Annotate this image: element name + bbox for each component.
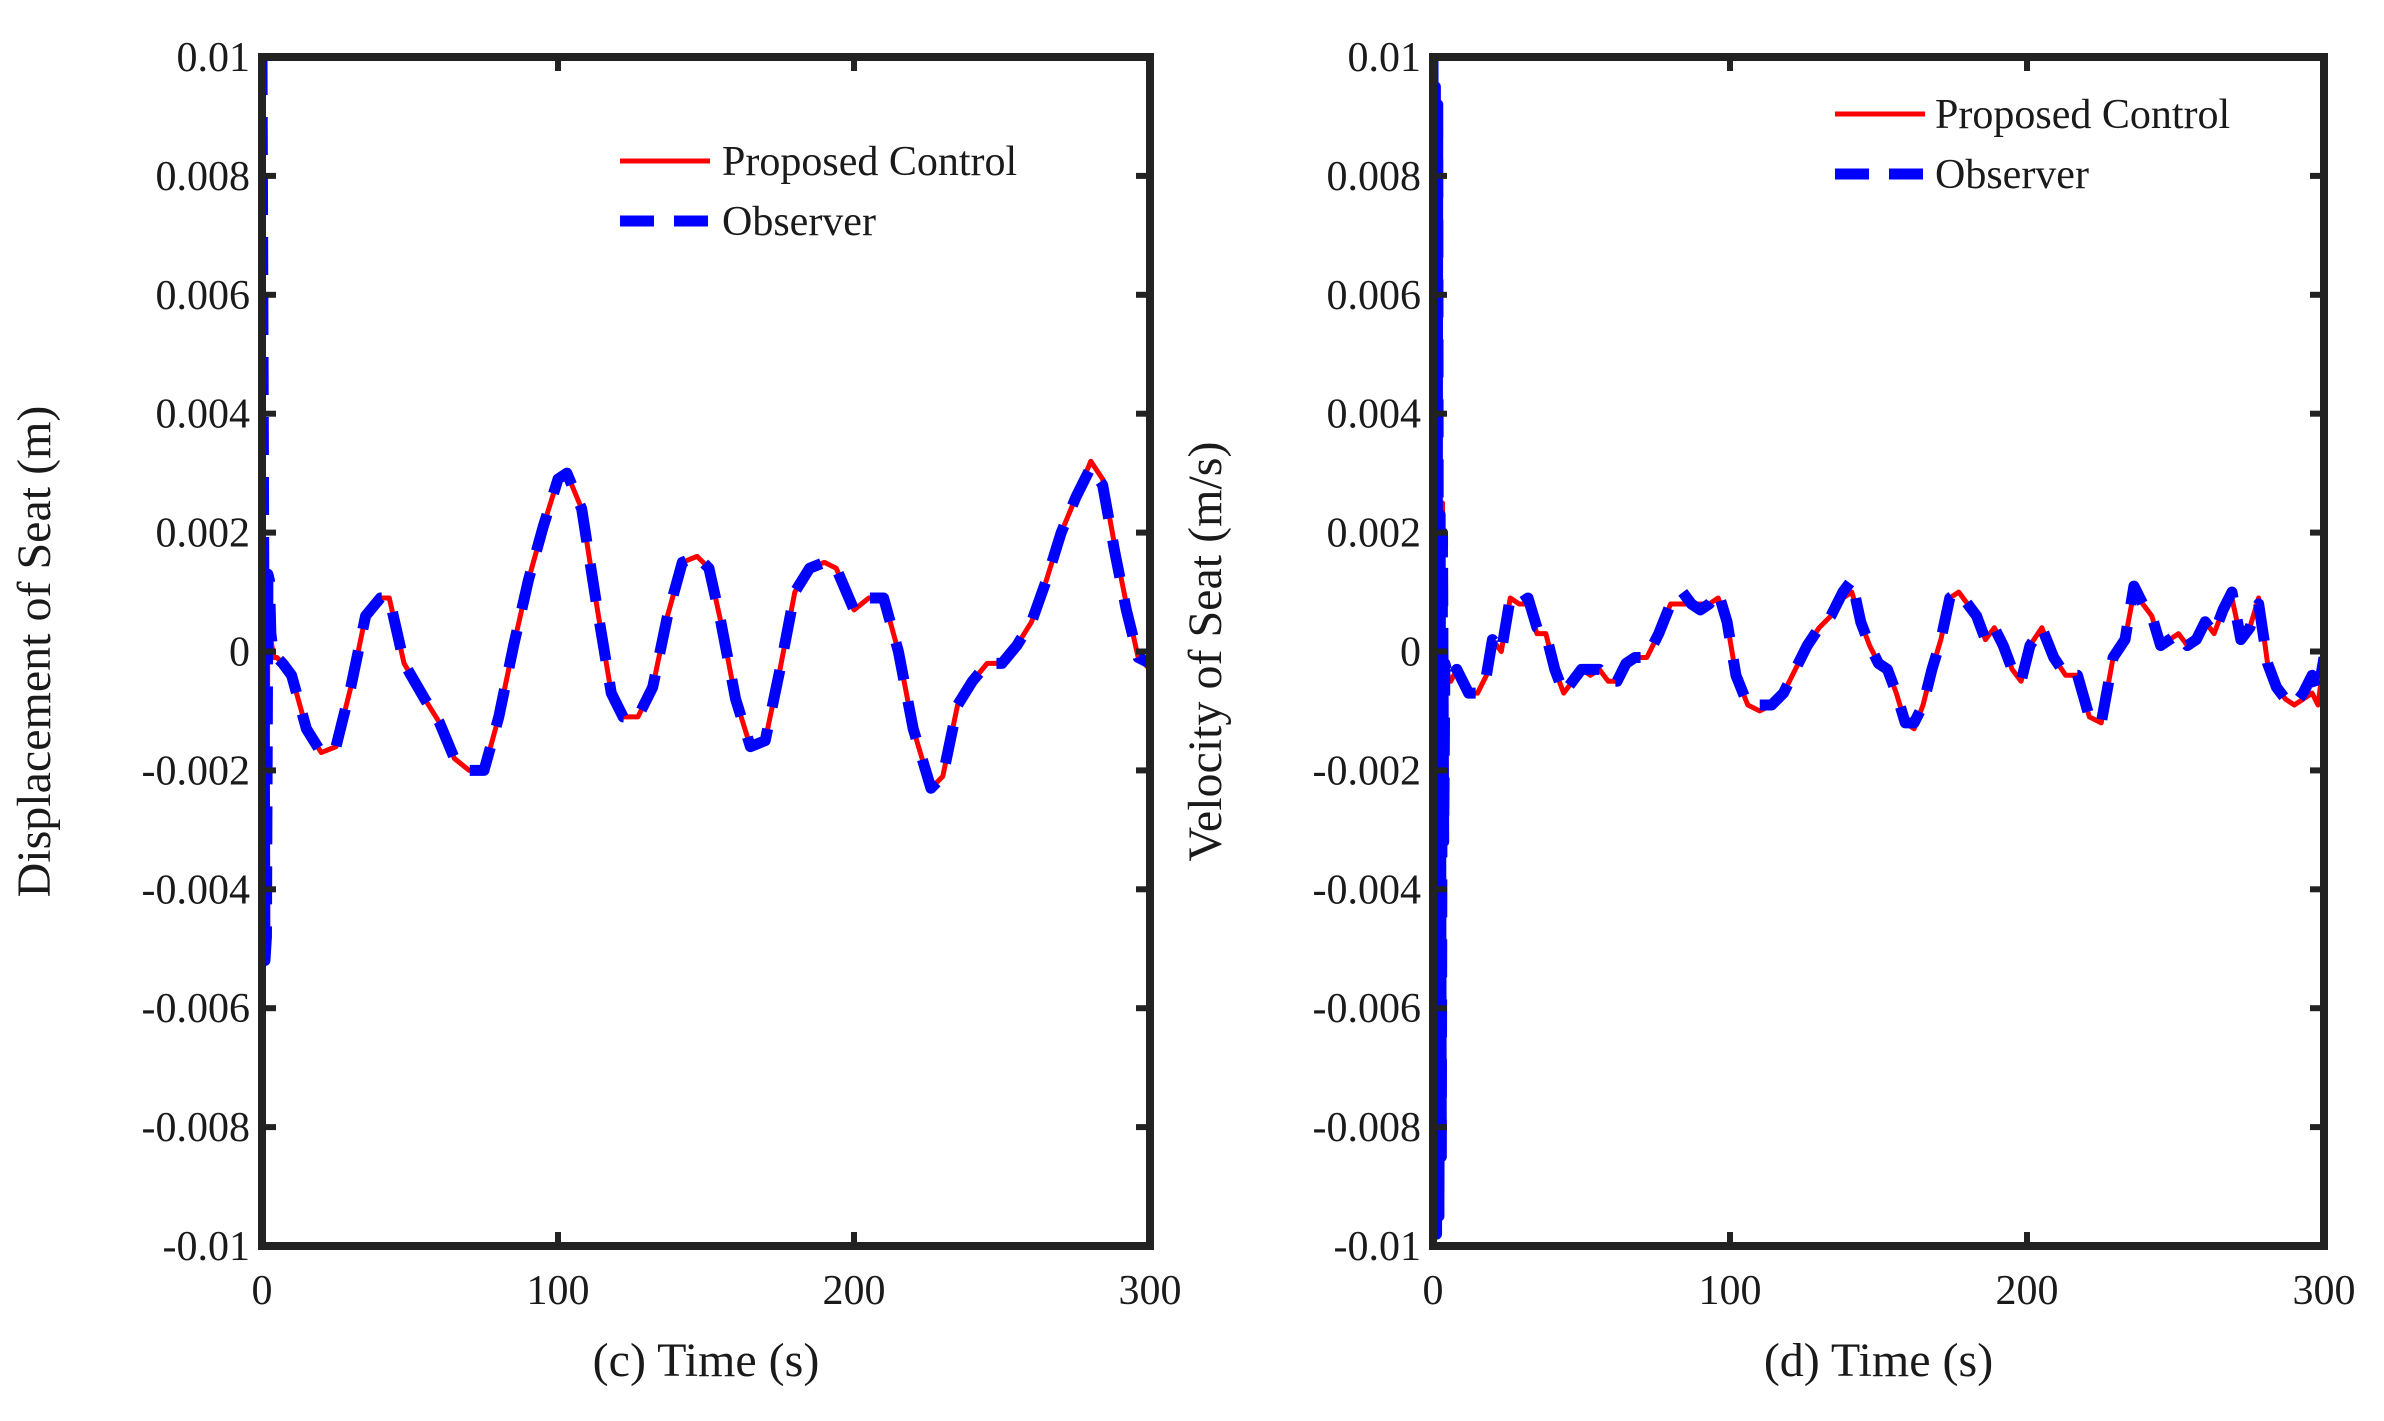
y-tick-label: 0.002 (1327, 511, 1422, 557)
y-tick-label: -0.002 (142, 748, 251, 794)
series-line-observer (1433, 56, 2324, 1250)
y-tick-label: -0.002 (1313, 748, 1422, 794)
y-tick-label: 0.006 (156, 273, 251, 319)
chart-panel-1: 0.01 0.008 0.006 0.004 0.002 0 -0.002 -0.004 -0.… (8, 35, 1182, 1387)
y-tick-label: 0.002 (156, 511, 251, 557)
chart-panel-2: 0.01 0.008 0.006 0.004 0.002 0 -0.002 -0.004 -0.… (1179, 35, 2356, 1387)
x-tick-label: 100 (527, 1268, 590, 1314)
y-axis-label: Displacement of Seat (m) (8, 406, 61, 898)
y-tick-label: -0.01 (163, 1224, 251, 1270)
y-tick-label: -0.006 (1313, 986, 1422, 1032)
x-tick-label: 300 (1119, 1268, 1182, 1314)
x-tick-label: 300 (2293, 1268, 2356, 1314)
y-tick-label: -0.008 (1313, 1105, 1422, 1151)
x-tick-label: 100 (1699, 1268, 1762, 1314)
y-tick-label: 0.008 (156, 154, 251, 200)
y-tick-label: 0.008 (1327, 154, 1422, 200)
x-axis-label: (c) Time (s) (593, 1334, 820, 1387)
y-tick-label: -0.004 (1313, 867, 1422, 913)
y-tick-label: -0.01 (1334, 1224, 1422, 1270)
y-tick-label: -0.008 (142, 1105, 251, 1151)
legend: Proposed Control Observer (1835, 92, 2230, 198)
legend-entry-proposed-control: Proposed Control (1935, 92, 2230, 138)
legend: Proposed Control Observer (620, 139, 1017, 245)
y-tick-label: -0.004 (142, 867, 251, 913)
x-axis-label: (d) Time (s) (1764, 1334, 1993, 1387)
x-tick-label: 200 (1996, 1268, 2059, 1314)
x-tick-label: 0 (252, 1268, 273, 1314)
x-tick-label: 0 (1423, 1268, 1444, 1314)
plot-frame (1429, 53, 2328, 1250)
y-axis-label: Velocity of Seat (m/s) (1179, 442, 1232, 862)
y-tick-label: -0.006 (142, 986, 251, 1032)
y-tick-label: 0 (1400, 630, 1421, 676)
legend-entry-observer: Observer (722, 199, 876, 245)
y-tick-label: 0.006 (1327, 273, 1422, 319)
y-tick-label: 0.01 (177, 35, 251, 81)
y-tick-label: 0 (229, 630, 250, 676)
series-line-observer (262, 56, 1150, 967)
x-tick-label: 200 (823, 1268, 886, 1314)
series-line-proposed-control (262, 86, 1150, 922)
y-tick-label: 0.01 (1348, 35, 1422, 81)
legend-entry-proposed-control: Proposed Control (722, 139, 1017, 185)
legend-entry-observer: Observer (1935, 152, 2089, 198)
y-tick-label: 0.004 (1327, 392, 1422, 438)
y-tick-label: 0.004 (156, 392, 251, 438)
